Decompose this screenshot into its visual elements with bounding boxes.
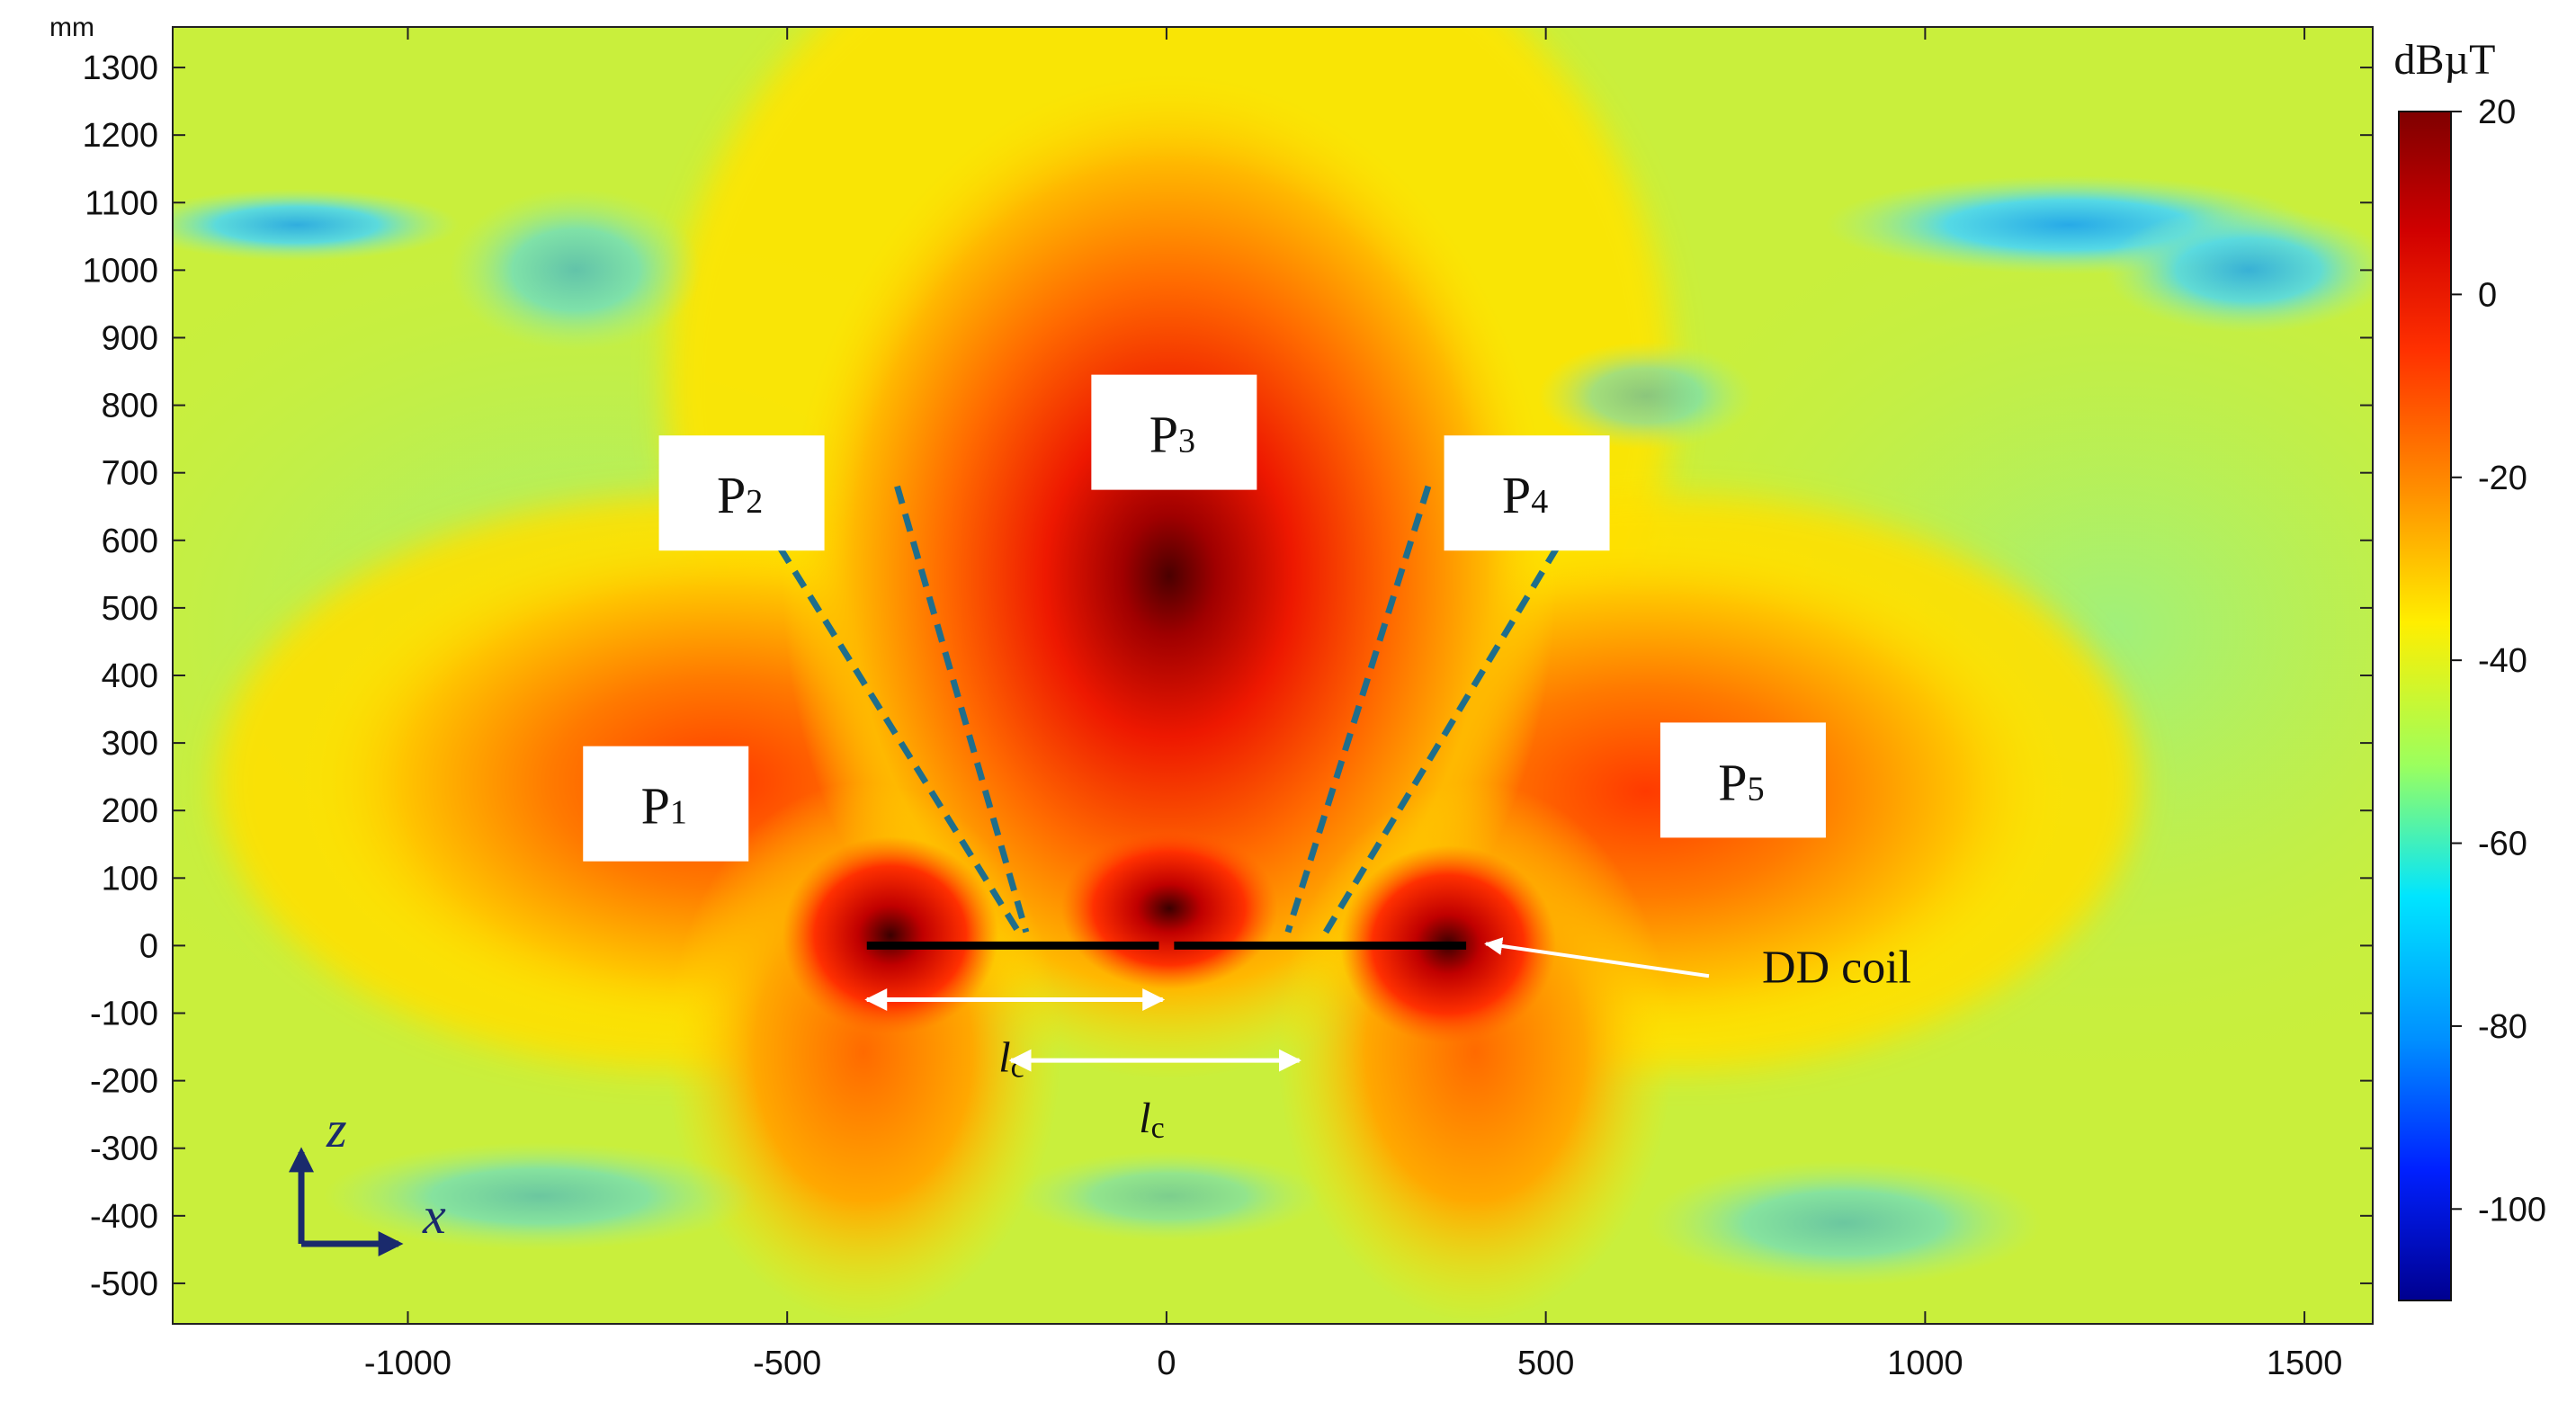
y-tick-label: 100 <box>102 860 158 898</box>
axis-direction-indicator: z x <box>289 1100 446 1256</box>
plot-axes: -1000 -500 0 500 1000 1500-500-400-300-200-10… <box>82 26 2374 1382</box>
region-label-box <box>1444 435 1610 551</box>
region-label-text: P2 <box>717 466 763 524</box>
colorbar-tick-label: -60 <box>2478 826 2527 863</box>
y-tick-label: -100 <box>90 996 158 1033</box>
region-label-box <box>583 746 749 862</box>
z-axis-letter: z <box>326 1100 347 1158</box>
region-label-2: P2 <box>658 435 825 551</box>
boundary-line <box>1284 485 1432 934</box>
y-tick-label: -300 <box>90 1130 158 1168</box>
y-tick-label: 500 <box>102 590 158 628</box>
y-tick-label: 400 <box>102 657 158 695</box>
y-tick-label: 1000 <box>82 252 158 290</box>
region-label-text: P1 <box>641 777 687 836</box>
region-boundary-lines <box>776 485 1561 934</box>
boundary-line <box>776 545 1022 934</box>
colorbar-ticks: 20 0 -20 -40 -60 -80 -100 <box>2451 94 2546 1229</box>
x-tick-label: -500 <box>753 1345 821 1382</box>
colorbar-tick-label: -80 <box>2478 1008 2527 1046</box>
x-tick-label: 0 <box>1157 1345 1176 1382</box>
region-label-4: P4 <box>1444 435 1610 551</box>
boundary-line <box>894 485 1030 934</box>
y-tick-label: 600 <box>102 523 158 560</box>
region-labels: P1 P2 P3 P4 P5 <box>583 374 1826 862</box>
region-label-text: P5 <box>1718 753 1764 811</box>
coil-label: DD coil <box>1762 943 1911 994</box>
region-label-3: P3 <box>1091 374 1257 490</box>
region-label-1: P1 <box>583 746 749 862</box>
y-tick-label: 700 <box>102 455 158 493</box>
boundary-line <box>1323 545 1561 934</box>
y-axis-unit-label: mm <box>49 13 94 42</box>
y-tick-label: 300 <box>102 725 158 763</box>
y-tick-label: 0 <box>139 927 158 965</box>
colorbar-tick-label: -100 <box>2478 1191 2546 1229</box>
region-label-text: P4 <box>1502 466 1548 524</box>
region-label-box <box>1659 722 1826 838</box>
coil-pointer-arrow <box>1484 937 1710 979</box>
y-tick-label: -200 <box>90 1063 158 1101</box>
x-tick-label: 500 <box>1517 1345 1574 1382</box>
y-tick-label: -400 <box>90 1198 158 1236</box>
region-label-box <box>658 435 825 551</box>
y-tick-label: 1300 <box>82 49 158 87</box>
x-tick-label: 1000 <box>1887 1345 1963 1382</box>
region-label-5: P5 <box>1659 722 1826 838</box>
region-label-text: P3 <box>1149 406 1195 464</box>
y-tick-label: 900 <box>102 319 158 357</box>
x-tick-label: 1500 <box>2267 1345 2343 1382</box>
y-tick-label: 200 <box>102 792 158 830</box>
x-tick-label: -1000 <box>364 1345 452 1382</box>
colorbar-tick-label: 20 <box>2478 94 2516 131</box>
field-heatmap <box>173 27 2373 1324</box>
x-axis-letter: x <box>422 1186 446 1245</box>
colorbar-gradient <box>2398 111 2452 1301</box>
colorbar-title: dBµT <box>2394 36 2496 84</box>
colorbar-tick-label: -40 <box>2478 642 2527 680</box>
colorbar-tick-label: 0 <box>2478 276 2497 314</box>
y-tick-label: -500 <box>90 1265 158 1303</box>
colorbar: dBµT 20 0 -20 -40 -60 -80 -100 <box>2394 36 2546 1301</box>
y-tick-label: 800 <box>102 388 158 425</box>
region-label-box <box>1091 374 1257 490</box>
y-tick-label: 1100 <box>85 184 158 222</box>
dimension-label: lc <box>1139 1095 1164 1145</box>
y-tick-label: 1200 <box>82 117 158 155</box>
colorbar-tick-label: -20 <box>2478 460 2527 497</box>
